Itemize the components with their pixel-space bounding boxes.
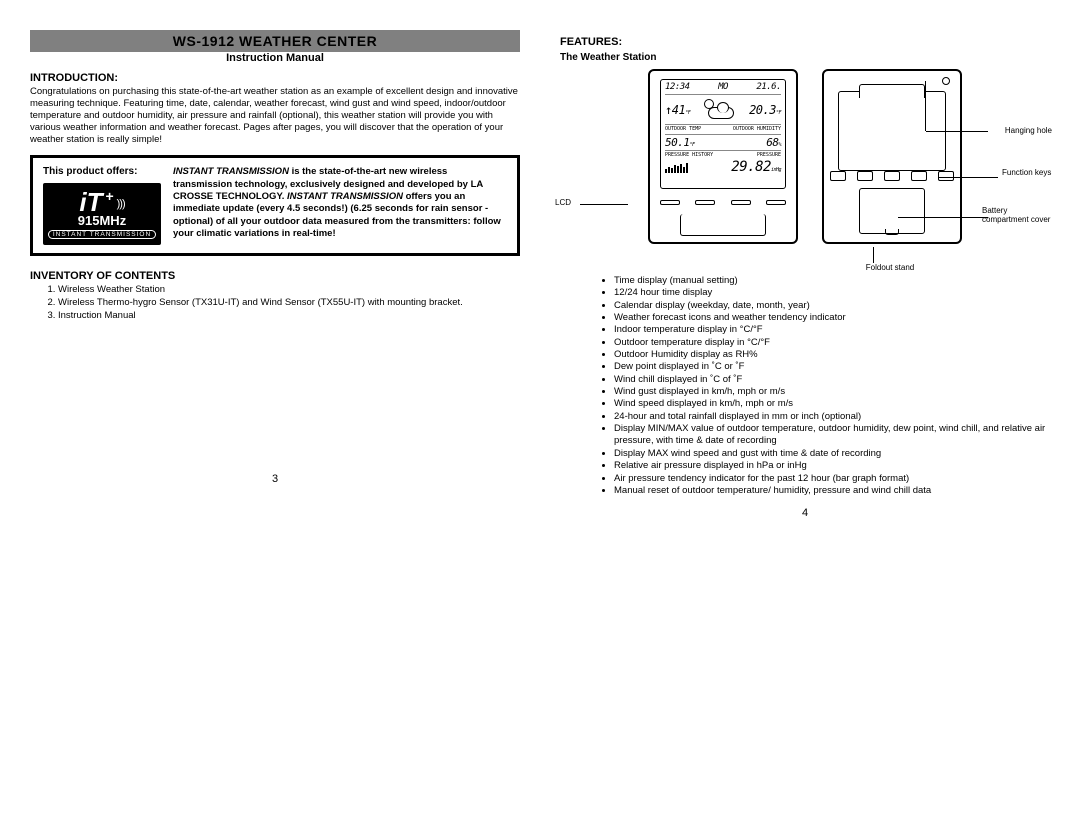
feature-item: Outdoor Humidity display as RH%: [614, 349, 1050, 361]
feature-item: 24-hour and total rainfall displayed in …: [614, 411, 1050, 423]
feature-item: Display MAX wind speed and gust with tim…: [614, 448, 1050, 460]
front-base: [680, 214, 766, 236]
device-diagram: LCD 12:34 MO 21.6. ↑41°F 20.3°F: [560, 69, 1050, 269]
device-front: 12:34 MO 21.6. ↑41°F 20.3°F OUTDOOR TEMP…: [648, 69, 798, 244]
inventory-item: Wireless Thermo-hygro Sensor (TX31U-IT) …: [58, 297, 520, 310]
label-batt: Battery compartment cover: [982, 207, 1052, 225]
lcd-date: 21.6.: [756, 83, 781, 92]
logo-it-text: iT: [79, 189, 102, 215]
intro-heading: INTRODUCTION:: [30, 72, 520, 84]
weather-icon: [702, 99, 738, 121]
inventory-item: Instruction Manual: [58, 310, 520, 323]
weather-station-sub: The Weather Station: [560, 52, 1050, 63]
logo-sub: INSTANT TRANSMISSION: [48, 230, 156, 239]
inventory-heading: INVENTORY OF CONTENTS: [30, 270, 520, 282]
lcd-left-temp: 41: [672, 103, 685, 117]
label-stand: Foldout stand: [850, 264, 930, 273]
callout-box: This product offers: iT + ))) 915MHz INS…: [30, 155, 520, 256]
feature-item: Wind speed displayed in km/h, mph or m/s: [614, 398, 1050, 410]
page-number-left: 3: [30, 473, 520, 485]
it-logo: iT + ))) 915MHz INSTANT TRANSMISSION: [43, 183, 161, 245]
logo-wave-icon: ))): [117, 199, 125, 210]
front-buttons: [660, 200, 786, 206]
page-spread: WS-1912 WEATHER CENTER Instruction Manua…: [30, 30, 1050, 519]
lcd-day: MO: [718, 83, 728, 92]
hang-hole-icon: [942, 77, 950, 85]
callout-left: This product offers: iT + ))) 915MHz INS…: [43, 166, 163, 245]
feature-item: Manual reset of outdoor temperature/ hum…: [614, 485, 1050, 497]
feature-item: 12/24 hour time display: [614, 287, 1050, 299]
feature-item: Relative air pressure displayed in hPa o…: [614, 460, 1050, 472]
page-right: FEATURES: The Weather Station LCD 12:34 …: [560, 30, 1050, 519]
feature-item: Air pressure tendency indicator for the …: [614, 473, 1050, 485]
offers-label: This product offers:: [43, 166, 137, 177]
feature-item: Wind chill displayed in ˚C of ˚F: [614, 374, 1050, 386]
feature-item: Indoor temperature display in °C/°F: [614, 324, 1050, 336]
callout-text: INSTANT TRANSMISSION is the state-of-the…: [173, 166, 507, 240]
intro-text: Congratulations on purchasing this state…: [30, 86, 520, 145]
lcd-row3-right: 68: [766, 136, 778, 149]
features-heading: FEATURES:: [560, 36, 1050, 48]
feature-item: Calendar display (weekday, date, month, …: [614, 300, 1050, 312]
lcd-right-temp: 20.3: [749, 103, 776, 117]
feature-item: Weather forecast icons and weather tende…: [614, 312, 1050, 324]
logo-plus: +: [105, 188, 113, 204]
title-bar: WS-1912 WEATHER CENTER: [30, 30, 520, 52]
feature-item: Wind gust displayed in km/h, mph or m/s: [614, 386, 1050, 398]
feature-item: Outdoor temperature display in °C/°F: [614, 337, 1050, 349]
logo-freq: 915MHz: [78, 213, 126, 228]
fn-keys: [830, 171, 954, 183]
inventory-list: Wireless Weather Station Wireless Thermo…: [30, 284, 520, 322]
page-left: WS-1912 WEATHER CENTER Instruction Manua…: [30, 30, 520, 519]
feature-item: Display MIN/MAX value of outdoor tempera…: [614, 423, 1050, 448]
stand: [859, 188, 925, 234]
page-number-right: 4: [560, 507, 1050, 519]
feature-item: Dew point displayed in ˚C or ˚F: [614, 361, 1050, 373]
inventory-item: Wireless Weather Station: [58, 284, 520, 297]
subtitle: Instruction Manual: [30, 52, 520, 64]
feature-list: Time display (manual setting) 12/24 hour…: [560, 275, 1050, 497]
label-hang: Hanging hole: [1005, 127, 1052, 136]
label-fn: Function keys: [1002, 169, 1052, 178]
lcd-screen: 12:34 MO 21.6. ↑41°F 20.3°F OUTDOOR TEMP…: [660, 79, 786, 189]
lcd-time: 12:34: [665, 83, 690, 92]
lcd-row3-left: 50.1: [665, 136, 690, 149]
lcd-pressure: 29.82: [731, 159, 771, 175]
feature-item: Time display (manual setting): [614, 275, 1050, 287]
bar-graph-icon: [665, 161, 688, 173]
label-lcd: LCD: [555, 199, 571, 208]
